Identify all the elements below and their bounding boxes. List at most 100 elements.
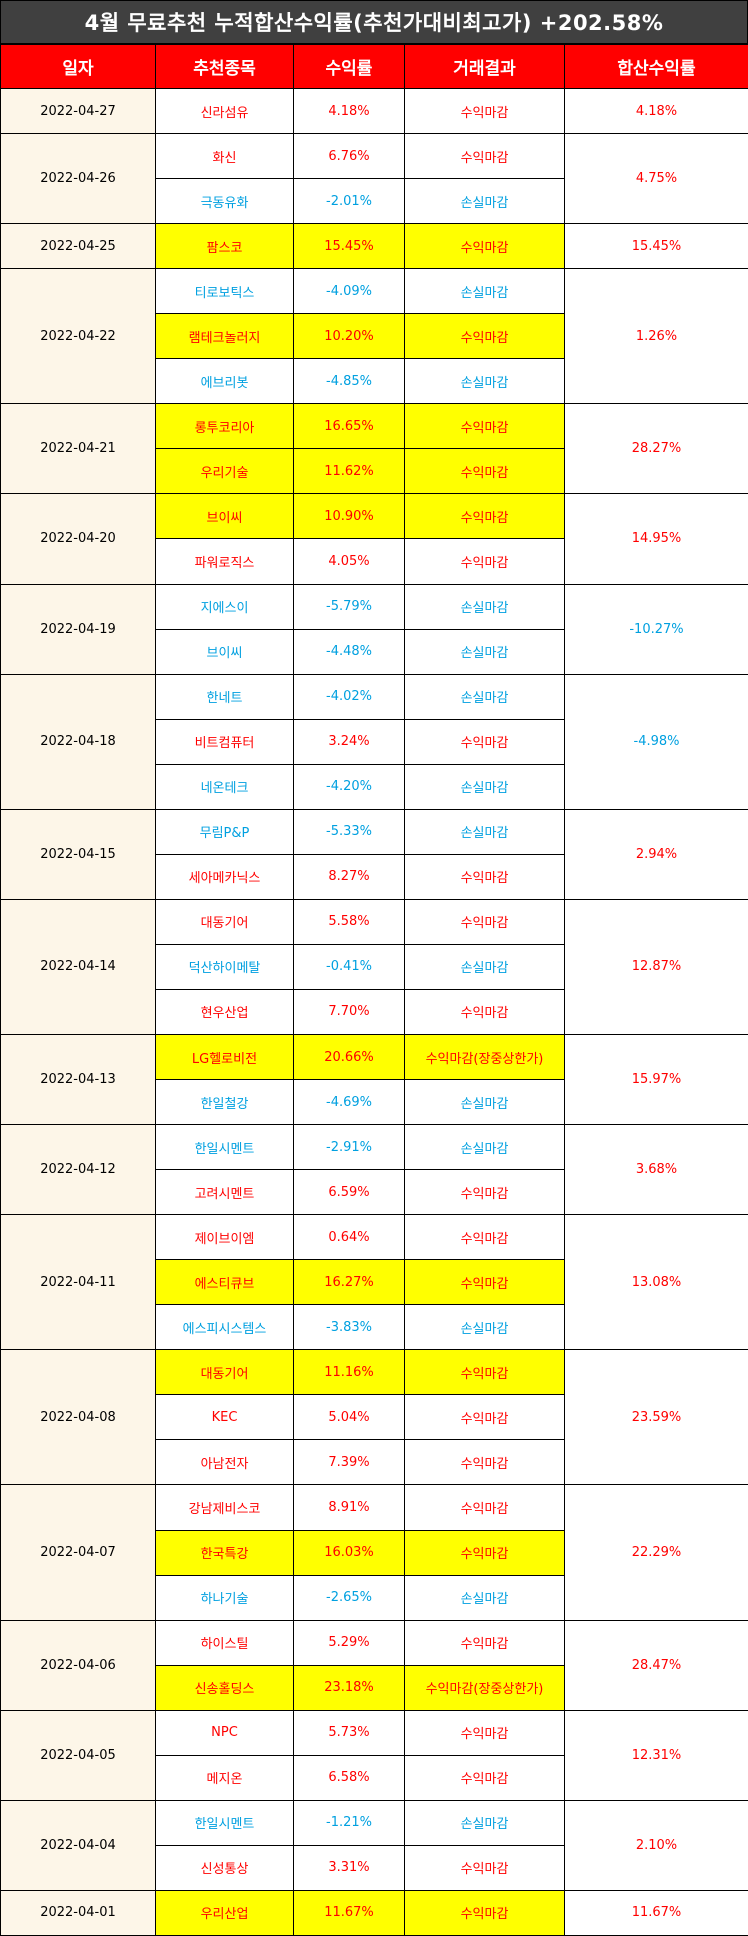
result-cell: 손실마감: [404, 583, 565, 630]
result-cell: 수익마감: [404, 1709, 565, 1756]
returns-table: 일자 추천종목 수익률 거래결과 합산수익률 2022-04-27 신라섬유 4.1…: [0, 44, 748, 1936]
result-cell: 손실마감: [404, 1304, 565, 1351]
return-cell: 3.24%: [293, 718, 405, 765]
result-cell: 손실마감: [404, 943, 565, 990]
date-cell: 2022-04-27: [0, 87, 156, 135]
return-cell: -3.83%: [293, 1304, 405, 1351]
result-cell: 수익마감: [404, 1169, 565, 1216]
stock-cell: 아남전자: [155, 1439, 294, 1486]
stock-cell: 팜스코: [155, 223, 294, 270]
stock-cell: 파워로직스: [155, 538, 294, 585]
table-row: 파워로직스 4.05% 수익마감: [1, 538, 748, 585]
result-cell: 손실마감: [404, 1079, 565, 1126]
result-cell: 수익마감: [404, 87, 565, 135]
result-cell: 수익마감: [404, 1214, 565, 1261]
table-row: 2022-04-14 대동기어 5.58% 수익마감 12.87%: [0, 898, 748, 1035]
return-cell: -2.65%: [293, 1574, 405, 1621]
total-return-cell: 15.97%: [564, 1033, 748, 1126]
total-return-cell: 11.67%: [564, 1889, 748, 1936]
stock-cell: LG헬로비전: [155, 1033, 294, 1081]
table-row: 2022-04-27 신라섬유 4.18% 수익마감 4.18%: [0, 87, 748, 135]
table-row: 2022-04-26 화신 6.76% 수익마감 4.75%: [0, 133, 748, 225]
table-row: 한국특강 16.03% 수익마감: [1, 1529, 748, 1576]
result-cell: 손실마감: [404, 763, 565, 810]
result-cell: 손실마감: [404, 358, 565, 405]
table-row: KEC 5.04% 수익마감: [1, 1394, 748, 1441]
header-row: 일자 추천종목 수익률 거래결과 합산수익률: [0, 44, 748, 89]
stock-cell: 극동유화: [155, 178, 294, 225]
total-return-cell: 13.08%: [564, 1214, 748, 1351]
table-row: 우리기술 11.62% 수익마감: [1, 448, 748, 495]
date-cell: 2022-04-04: [0, 1799, 156, 1891]
result-cell: 손실마감: [404, 628, 565, 675]
date-cell: 2022-04-25: [0, 223, 156, 270]
return-cell: 16.27%: [293, 1259, 405, 1306]
stock-cell: NPC: [155, 1709, 294, 1756]
return-cell: 16.65%: [293, 403, 405, 450]
return-cell: 11.62%: [293, 448, 405, 495]
result-cell: 손실마감: [404, 1799, 565, 1846]
result-cell: 수익마감(장중상한가): [404, 1033, 565, 1081]
return-cell: 4.18%: [293, 87, 405, 135]
table-row: 비트컴퓨터 3.24% 수익마감: [1, 718, 748, 765]
result-cell: 수익마감: [404, 1529, 565, 1576]
stock-cell: 현우산업: [155, 988, 294, 1035]
stock-cell: 한네트: [155, 673, 294, 720]
result-cell: 수익마감: [404, 1394, 565, 1441]
return-cell: 5.29%: [293, 1619, 405, 1666]
table-row: 2022-04-01 우리산업 11.67% 수익마감 11.67%: [0, 1889, 748, 1936]
stock-cell: KEC: [155, 1394, 294, 1441]
return-cell: 11.67%: [293, 1889, 405, 1936]
stock-cell: 브이씨: [155, 628, 294, 675]
total-return-cell: 1.26%: [564, 268, 748, 405]
return-cell: -4.85%: [293, 358, 405, 405]
total-return-cell: 3.68%: [564, 1124, 748, 1216]
table-row: 2022-04-11 제이브이엠 0.64% 수익마감 13.08%: [0, 1214, 748, 1351]
header-date: 일자: [0, 44, 156, 89]
date-cell: 2022-04-20: [0, 493, 156, 585]
stock-cell: 우리기술: [155, 448, 294, 495]
table-row: 램테크놀러지 10.20% 수익마감: [1, 313, 748, 360]
return-cell: -2.91%: [293, 1124, 405, 1171]
stock-cell: 화신: [155, 133, 294, 180]
stock-cell: 대동기어: [155, 898, 294, 945]
stock-cell: 강남제비스코: [155, 1484, 294, 1531]
total-return-cell: -10.27%: [564, 583, 748, 675]
total-return-cell: 12.87%: [564, 898, 748, 1035]
table-row: 덕산하이메탈 -0.41% 손실마감: [1, 943, 748, 990]
total-return-cell: 15.45%: [564, 223, 748, 270]
total-return-cell: 12.31%: [564, 1709, 748, 1801]
total-return-cell: 2.10%: [564, 1799, 748, 1891]
table-row: 극동유화 -2.01% 손실마감: [1, 178, 748, 225]
result-cell: 수익마감: [404, 1754, 565, 1801]
date-cell: 2022-04-15: [0, 808, 156, 900]
stock-cell: 제이브이엠: [155, 1214, 294, 1261]
return-cell: 8.27%: [293, 853, 405, 900]
result-cell: 수익마감: [404, 1619, 565, 1666]
stock-cell: 한일철강: [155, 1079, 294, 1126]
date-cell: 2022-04-19: [0, 583, 156, 675]
result-cell: 수익마감: [404, 1259, 565, 1306]
stock-cell: 에스티큐브: [155, 1259, 294, 1306]
return-cell: 20.66%: [293, 1033, 405, 1081]
table-row: 2022-04-12 한일시멘트 -2.91% 손실마감 3.68%: [0, 1124, 748, 1216]
table-row: 브이씨 -4.48% 손실마감: [1, 628, 748, 675]
return-cell: 10.20%: [293, 313, 405, 360]
table-row: 아남전자 7.39% 수익마감: [1, 1439, 748, 1486]
stock-cell: 한일시멘트: [155, 1124, 294, 1171]
total-return-cell: 4.75%: [564, 133, 748, 225]
result-cell: 수익마감: [404, 448, 565, 495]
return-cell: -4.69%: [293, 1079, 405, 1126]
table-row: 2022-04-07 강남제비스코 8.91% 수익마감 22.29%: [0, 1484, 748, 1621]
stock-cell: 세아메카닉스: [155, 853, 294, 900]
table-body: 2022-04-27 신라섬유 4.18% 수익마감 4.18% 2022-04-26 화신…: [0, 87, 748, 1936]
stock-cell: 하나기술: [155, 1574, 294, 1621]
return-cell: -4.02%: [293, 673, 405, 720]
date-cell: 2022-04-26: [0, 133, 156, 225]
result-cell: 손실마감: [404, 673, 565, 720]
date-cell: 2022-04-08: [0, 1349, 156, 1486]
sheet-title: 4월 무료추천 누적합산수익률(추천가대비최고가) +202.58%: [0, 0, 748, 44]
date-cell: 2022-04-06: [0, 1619, 156, 1711]
return-cell: 6.58%: [293, 1754, 405, 1801]
